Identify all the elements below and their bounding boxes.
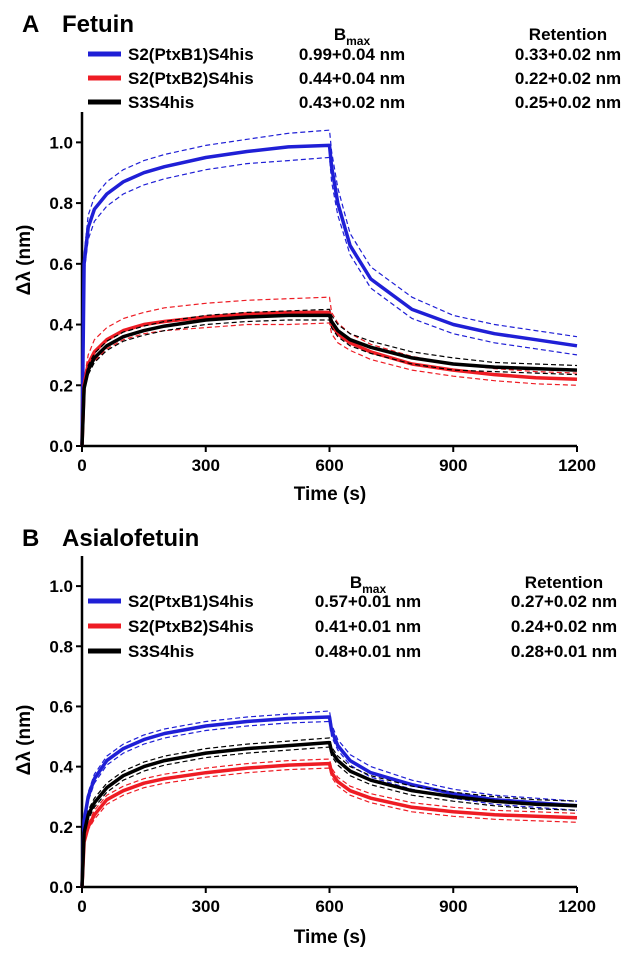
panel-a-legend-name-2: S3S4his bbox=[128, 93, 194, 112]
panel-a-y-tick-label: 0.0 bbox=[49, 437, 73, 456]
panel-a-series-2-upper-band bbox=[81, 308, 578, 447]
panel-b-x-tick-label: 300 bbox=[192, 897, 220, 916]
panel-b-x-axis-label: Time (s) bbox=[294, 927, 367, 948]
panel-b-retention-header: Retention bbox=[525, 573, 603, 592]
panel-b-asialofetuin: B Asialofetuin Bmax Retention S2(PtxB1)S… bbox=[14, 525, 617, 948]
panel-b-series-0-upper-band bbox=[81, 710, 578, 888]
panel-b-legend-name-0: S2(PtxB1)S4his bbox=[128, 592, 254, 611]
panel-a-series-2-line bbox=[80, 313, 578, 447]
panel-b-y-tick-label: 0.2 bbox=[49, 818, 73, 837]
panel-b-axes: 0.0 0.2 0.4 0.6 0.8 1.0 0 300 600 900 1200 bbox=[49, 556, 596, 916]
panel-b-bmax-header: Bmax bbox=[350, 573, 387, 596]
panel-b-x-tick-label: 1200 bbox=[558, 897, 596, 916]
panel-a-series-0-upper-band bbox=[81, 129, 578, 447]
panel-a-x-axis-label: Time (s) bbox=[294, 484, 367, 505]
panel-b-series-1-line bbox=[80, 761, 578, 888]
panel-b-x-tick-label: 600 bbox=[315, 897, 343, 916]
panel-a-x-tick-label: 0 bbox=[77, 456, 86, 475]
panel-a-legend-name-1: S2(PtxB2)S4his bbox=[128, 69, 254, 88]
panel-b-legend-retention-1: 0.24+0.02 nm bbox=[511, 617, 617, 636]
panel-b-legend-header: Bmax Retention bbox=[350, 573, 603, 596]
panel-b-legend-bmax-0: 0.57+0.01 nm bbox=[315, 592, 421, 611]
panel-b-series-2-line bbox=[80, 740, 578, 888]
panel-b-x-tick-label: 900 bbox=[439, 897, 467, 916]
panel-b-series-1-upper-band bbox=[81, 758, 578, 888]
panel-a-bmax-sub: max bbox=[346, 34, 370, 48]
panel-b-bmax-sub: max bbox=[362, 582, 386, 596]
panel-b-series-0-lower-band bbox=[81, 720, 578, 888]
panel-a-x-tick-label: 900 bbox=[439, 456, 467, 475]
panel-b-series-2-lower-band bbox=[81, 746, 578, 888]
panel-a-x-tick-label: 1200 bbox=[558, 456, 596, 475]
panel-a-legend-bmax-0: 0.99+0.04 nm bbox=[299, 45, 405, 64]
panel-a-series-0-line bbox=[80, 143, 578, 447]
panel-b-legend-retention-2: 0.28+0.01 nm bbox=[511, 642, 617, 661]
panel-a-y-tick-label: 0.8 bbox=[49, 194, 73, 213]
panel-a-series-2-lower-band bbox=[81, 319, 578, 447]
panel-a-legend-name-0: S2(PtxB1)S4his bbox=[128, 45, 254, 64]
panel-b-title: Asialofetuin bbox=[62, 525, 199, 552]
panel-a-y-tick-label: 1.0 bbox=[49, 133, 73, 152]
panel-b-legend-name-1: S2(PtxB2)S4his bbox=[128, 617, 254, 636]
panel-b-y-tick-label: 0.8 bbox=[49, 637, 73, 656]
panel-a-title: Fetuin bbox=[62, 11, 134, 38]
panel-a-legend-retention-2: 0.25+0.02 nm bbox=[515, 93, 621, 112]
panel-a-series bbox=[80, 129, 578, 447]
panel-a-bmax-header: Bmax bbox=[334, 25, 371, 48]
panel-b-series-0-line bbox=[80, 715, 578, 888]
panel-a-legend-retention-1: 0.22+0.02 nm bbox=[515, 69, 621, 88]
panel-a-y-tick-label: 0.2 bbox=[49, 376, 73, 395]
panel-b-y-tick-label: 0.6 bbox=[49, 697, 73, 716]
panel-b-y-tick-label: 0.0 bbox=[49, 878, 73, 897]
panel-b-series-1-lower-band bbox=[81, 767, 578, 888]
panel-b-y-axis-label: Δλ (nm) bbox=[14, 705, 35, 776]
panel-b-legend-retention-0: 0.27+0.02 nm bbox=[511, 592, 617, 611]
panel-a-fetuin: A Fetuin Bmax Retention S2(PtxB1)S4his 0.… bbox=[14, 11, 621, 505]
panel-b-letter: B bbox=[22, 525, 39, 552]
panel-b-x-tick-label: 0 bbox=[77, 897, 86, 916]
panel-b-legend-bmax-1: 0.41+0.01 nm bbox=[315, 617, 421, 636]
panel-a-y-tick-label: 0.4 bbox=[49, 316, 73, 335]
panel-b-series bbox=[80, 710, 578, 888]
panel-b-y-tick-label: 1.0 bbox=[49, 577, 73, 596]
panel-b-series-2-upper-band bbox=[81, 737, 578, 888]
panel-a-x-tick-label: 600 bbox=[315, 456, 343, 475]
panel-a-retention-header: Retention bbox=[529, 25, 607, 44]
panel-a-legend: S2(PtxB1)S4his 0.99+0.04 nm 0.33+0.02 nm S2… bbox=[88, 45, 621, 112]
panel-b-y-tick-label: 0.4 bbox=[49, 758, 73, 777]
panel-a-legend-bmax-2: 0.43+0.02 nm bbox=[299, 93, 405, 112]
panel-a-bmax-base: B bbox=[334, 25, 346, 44]
panel-b-bmax-base: B bbox=[350, 573, 362, 592]
panel-a-letter: A bbox=[22, 11, 39, 38]
panel-b-legend: S2(PtxB1)S4his 0.57+0.01 nm 0.27+0.02 nm S2… bbox=[88, 592, 617, 661]
panel-a-y-tick-label: 0.6 bbox=[49, 255, 73, 274]
panel-a-legend-retention-0: 0.33+0.02 nm bbox=[515, 45, 621, 64]
panel-a-x-tick-label: 300 bbox=[192, 456, 220, 475]
panel-b-legend-name-2: S3S4his bbox=[128, 642, 194, 661]
panel-a-legend-bmax-1: 0.44+0.04 nm bbox=[299, 69, 405, 88]
panel-a-series-0-lower-band bbox=[81, 156, 578, 447]
panel-a-y-axis-label: Δλ (nm) bbox=[14, 225, 35, 296]
panel-a-legend-header: Bmax Retention bbox=[334, 25, 607, 48]
panel-b-legend-bmax-2: 0.48+0.01 nm bbox=[315, 642, 421, 661]
